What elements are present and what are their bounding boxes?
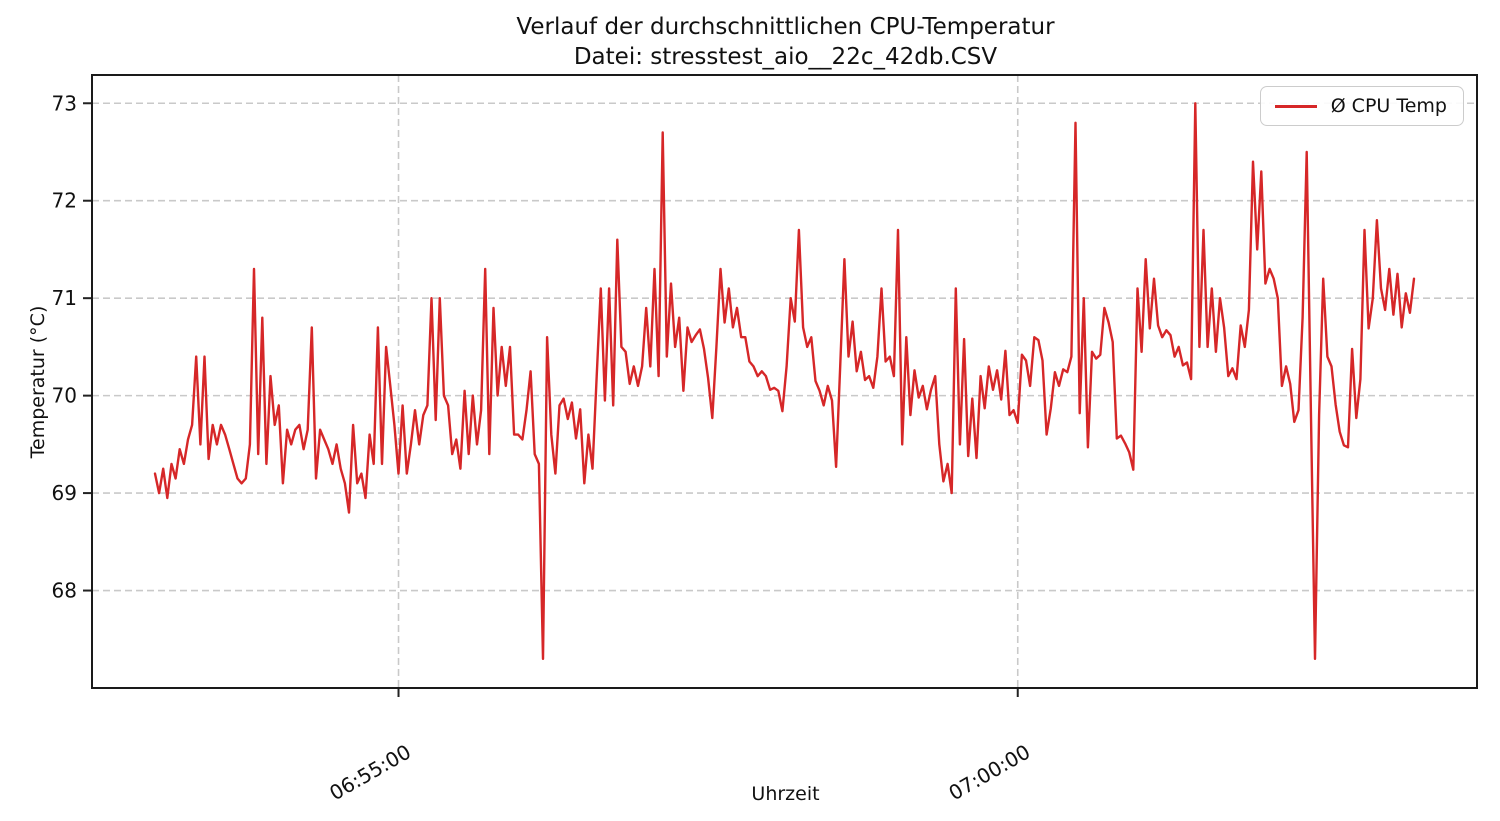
y-tick-label-71: 71 — [52, 286, 77, 310]
legend-label: Ø CPU Temp — [1330, 95, 1447, 117]
chart-title: Verlauf der durchschnittlichen CPU-Tempe… — [516, 14, 1055, 40]
y-tick-label-69: 69 — [52, 481, 77, 505]
y-tick-label-72: 72 — [52, 189, 77, 213]
y-tick-label-68: 68 — [52, 579, 77, 603]
y-axis-label: Temperatur (°C) — [27, 305, 49, 459]
y-tick-label-70: 70 — [52, 384, 77, 408]
x-axis-label: Uhrzeit — [751, 783, 820, 805]
cpu-temp-line — [153, 102, 1416, 660]
legend: Ø CPU Temp — [1259, 86, 1464, 126]
chart-title-block: Verlauf der durchschnittlichen CPU-Tempe… — [93, 12, 1478, 72]
chart-subtitle: Datei: stresstest_aio__22c_42db.CSV — [573, 44, 998, 70]
legend-line-swatch — [1274, 104, 1317, 108]
y-tick-label-73: 73 — [52, 91, 77, 115]
plot-frame — [91, 74, 1478, 689]
